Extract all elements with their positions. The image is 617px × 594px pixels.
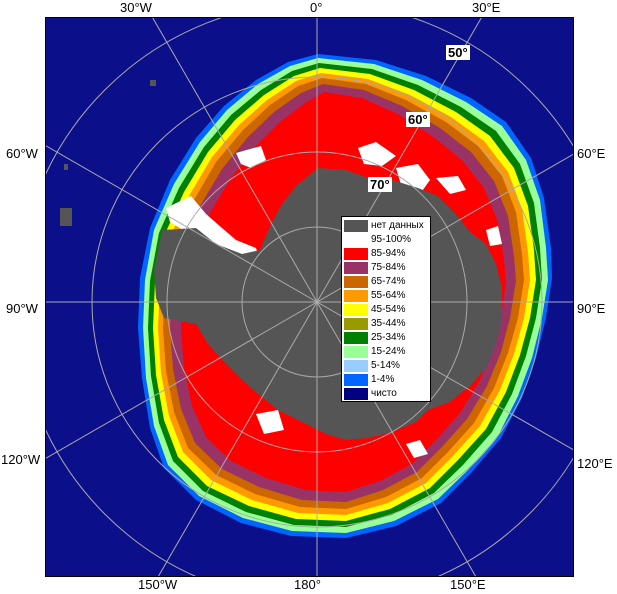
lon-label-60w: 60°W xyxy=(6,146,38,161)
legend-label: 55-64% xyxy=(371,290,406,301)
lon-label-180: 180° xyxy=(294,577,321,592)
legend-label: 15-24% xyxy=(371,346,406,357)
legend-item: нет данных xyxy=(344,220,430,233)
lat-label-50: 50° xyxy=(446,45,470,60)
no-data-speck-1 xyxy=(60,208,72,226)
legend-swatch xyxy=(344,304,368,316)
legend-swatch xyxy=(344,262,368,274)
legend-swatch xyxy=(344,234,368,246)
legend-label: 65-74% xyxy=(371,276,406,287)
legend-swatch xyxy=(344,360,368,372)
ice-patch-95-100-1 xyxy=(236,146,266,168)
legend-item: 35-44% xyxy=(344,318,430,331)
legend-item: 45-54% xyxy=(344,304,430,317)
legend-label: 35-44% xyxy=(371,318,406,329)
legend-item: 55-64% xyxy=(344,290,430,303)
lon-label-90e: 90°E xyxy=(577,301,606,316)
legend-label: 5-14% xyxy=(371,360,400,371)
legend-item: 5-14% xyxy=(344,360,430,373)
legend-swatch xyxy=(344,220,368,232)
legend-item: 15-24% xyxy=(344,346,430,359)
legend-label: 45-54% xyxy=(371,304,406,315)
legend-swatch xyxy=(344,388,368,400)
lon-label-90w: 90°W xyxy=(6,301,38,316)
legend: нет данных 95-100% 85-94% 75-84% 65-74% 55-64… xyxy=(341,216,431,402)
lat-label-70: 70° xyxy=(368,177,392,192)
lon-label-30w: 30°W xyxy=(120,0,152,15)
legend-swatch xyxy=(344,332,368,344)
legend-item: 85-94% xyxy=(344,248,430,261)
legend-label: 95-100% xyxy=(371,234,412,245)
legend-label: 25-34% xyxy=(371,332,406,343)
legend-label: нет данных xyxy=(371,220,424,231)
legend-label: 1-4% xyxy=(371,374,395,385)
ice-patch-95-100-9 xyxy=(486,226,502,246)
ice-patch-95-100-6 xyxy=(256,410,284,434)
sea-ice-concentration-map xyxy=(46,18,573,576)
legend-item: 75-84% xyxy=(344,262,430,275)
legend-item: 95-100% xyxy=(344,234,430,247)
legend-swatch xyxy=(344,290,368,302)
legend-label: чисто xyxy=(371,388,397,399)
lon-label-150e: 150°E xyxy=(450,577,486,592)
lon-label-0: 0° xyxy=(310,0,323,15)
ice-patch-95-100-5 xyxy=(436,176,466,194)
legend-swatch xyxy=(344,346,368,358)
legend-label: 85-94% xyxy=(371,248,406,259)
legend-item: чисто xyxy=(344,388,430,401)
legend-swatch xyxy=(344,276,368,288)
lon-label-30e: 30°E xyxy=(472,0,501,15)
ice-patch-95-100-3 xyxy=(166,196,260,264)
lat-label-60: 60° xyxy=(406,112,430,127)
lon-label-60e: 60°E xyxy=(577,146,606,161)
ice-patch-95-100-8 xyxy=(406,440,428,458)
no-data-speck-2 xyxy=(150,80,156,86)
graticule xyxy=(46,18,573,576)
legend-swatch xyxy=(344,318,368,330)
map-frame: 50° 60° 70° xyxy=(45,17,574,577)
legend-swatch xyxy=(344,248,368,260)
legend-item: 25-34% xyxy=(344,332,430,345)
legend-item: 65-74% xyxy=(344,276,430,289)
legend-label: 75-84% xyxy=(371,262,406,273)
lon-label-150w: 150°W xyxy=(138,577,178,592)
lon-label-120w: 120°W xyxy=(1,452,41,467)
legend-item: 1-4% xyxy=(344,374,430,387)
legend-swatch xyxy=(344,374,368,386)
meridian-120 xyxy=(46,153,573,459)
lon-label-120e: 120°E xyxy=(577,456,613,471)
no-data-speck-3 xyxy=(64,164,68,170)
ice-patch-95-100-2 xyxy=(358,142,396,166)
